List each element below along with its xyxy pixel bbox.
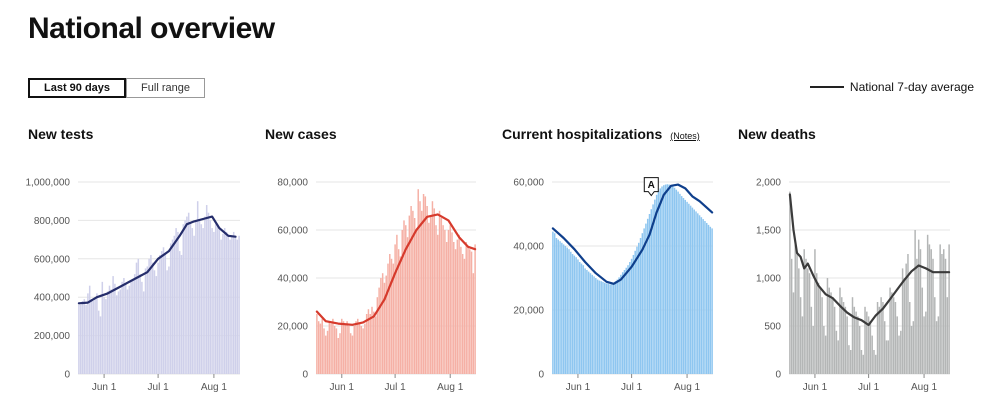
bar <box>900 331 901 374</box>
bar <box>834 307 835 374</box>
y-tick-label: 1,500 <box>756 226 781 237</box>
bar <box>864 307 865 374</box>
bar <box>830 292 831 374</box>
bar <box>945 259 946 374</box>
bar <box>879 307 880 374</box>
bar <box>913 321 914 374</box>
bar <box>934 297 935 374</box>
bar <box>795 244 796 374</box>
bar <box>947 297 948 374</box>
bar <box>930 249 931 374</box>
new-deaths-chart: 0 500 1,000 1,500 2,000 Jun 1 Jul 1 Aug 1 <box>0 0 1000 418</box>
bar <box>793 292 794 374</box>
x-tick-label: Jul 1 <box>858 382 880 393</box>
y-tick-label: 0 <box>775 370 781 381</box>
bar <box>886 340 887 374</box>
bar <box>871 336 872 374</box>
bar <box>896 316 897 374</box>
bar <box>911 326 912 374</box>
bar <box>925 312 926 374</box>
bar <box>936 321 937 374</box>
bar <box>843 302 844 374</box>
bar <box>818 283 819 374</box>
x-tick-label: Aug 1 <box>911 382 938 393</box>
bar <box>857 316 858 374</box>
bar <box>873 350 874 374</box>
y-tick-label: 1,000 <box>756 274 781 285</box>
bar <box>798 268 799 374</box>
bar <box>904 278 905 374</box>
bar <box>827 278 828 374</box>
bar <box>888 340 889 374</box>
bar <box>800 297 801 374</box>
bar <box>916 259 917 374</box>
bar <box>859 326 860 374</box>
bar <box>845 307 846 374</box>
bar <box>948 244 949 374</box>
bar <box>809 273 810 374</box>
bar <box>898 336 899 374</box>
bar <box>938 316 939 374</box>
bar <box>862 355 863 374</box>
bar <box>923 316 924 374</box>
bar <box>909 302 910 374</box>
x-tick-label: Jun 1 <box>803 382 828 393</box>
bar <box>829 288 830 374</box>
bar <box>927 235 928 374</box>
bar <box>905 264 906 374</box>
bar <box>812 326 813 374</box>
bar <box>848 345 849 374</box>
bar <box>852 297 853 374</box>
bar <box>825 336 826 374</box>
seven-day-average-line <box>790 195 949 326</box>
bar <box>943 249 944 374</box>
bar <box>791 259 792 374</box>
bar <box>837 340 838 374</box>
bar <box>866 312 867 374</box>
bar <box>796 254 797 374</box>
bar <box>922 288 923 374</box>
y-tick-label: 2,000 <box>756 178 781 189</box>
bar <box>914 230 915 374</box>
bar <box>855 312 856 374</box>
bar <box>846 316 847 374</box>
bar <box>850 350 851 374</box>
bar <box>802 316 803 374</box>
bar <box>814 249 815 374</box>
bar <box>929 244 930 374</box>
bar <box>920 249 921 374</box>
bar <box>882 302 883 374</box>
bar <box>891 292 892 374</box>
bar <box>875 355 876 374</box>
bar <box>811 307 812 374</box>
bar <box>839 288 840 374</box>
bar <box>895 302 896 374</box>
bar <box>918 240 919 374</box>
bar <box>870 321 871 374</box>
bar <box>816 273 817 374</box>
bar <box>932 259 933 374</box>
bar <box>939 244 940 374</box>
bar <box>805 259 806 374</box>
bar <box>821 297 822 374</box>
bar <box>820 288 821 374</box>
bar <box>836 331 837 374</box>
y-tick-label: 500 <box>764 322 781 333</box>
bar <box>807 268 808 374</box>
bar <box>789 192 790 374</box>
bar <box>907 254 908 374</box>
bar <box>832 297 833 374</box>
bar <box>893 297 894 374</box>
bar <box>861 350 862 374</box>
bar <box>884 321 885 374</box>
bar <box>823 326 824 374</box>
